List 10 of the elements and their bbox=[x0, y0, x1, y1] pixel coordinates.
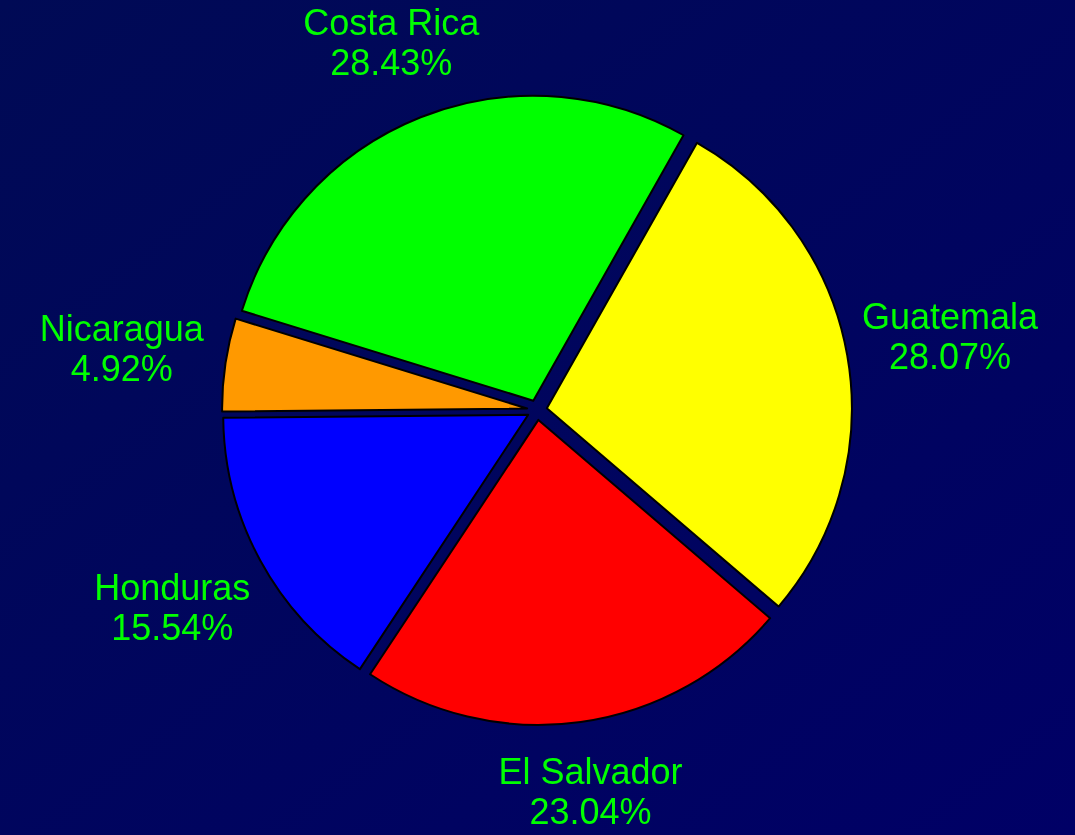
slice-label: Nicaragua bbox=[39, 308, 205, 350]
data-label: 15.54% bbox=[111, 607, 234, 649]
data-label: 23.04% bbox=[529, 790, 652, 832]
slice-label: Costa Rica bbox=[303, 2, 481, 44]
data-label: 4.92% bbox=[70, 348, 173, 390]
data-label: 28.07% bbox=[889, 336, 1012, 378]
slice-label: Honduras bbox=[94, 567, 251, 609]
data-label: 28.43% bbox=[330, 42, 453, 84]
slice-label: El Salvador bbox=[498, 750, 683, 792]
slice-label: Guatemala bbox=[862, 296, 1040, 338]
